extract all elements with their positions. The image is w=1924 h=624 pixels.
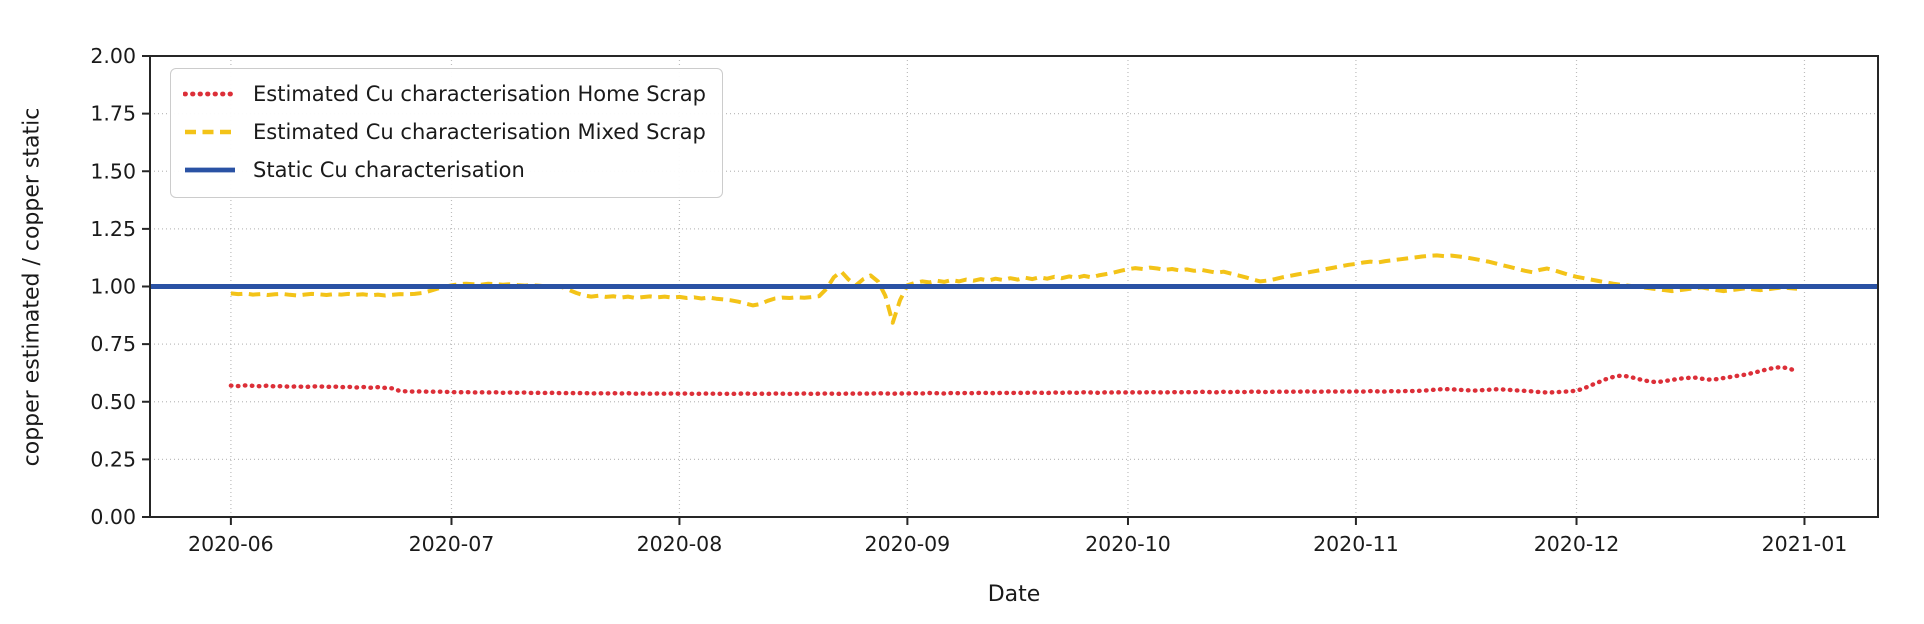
- y-tick-label: 2.00: [90, 44, 136, 68]
- x-axis-title: Date: [987, 582, 1041, 607]
- y-axis-title: copper estimated / copper static: [19, 107, 45, 467]
- x-tick-label: 2020-06: [188, 532, 274, 556]
- legend-label: Estimated Cu characterisation Mixed Scra…: [253, 120, 706, 144]
- y-tick-label: 1.00: [90, 275, 136, 299]
- x-tick-label: 2020-09: [865, 532, 951, 556]
- y-tick-label: 0.50: [90, 390, 136, 414]
- y-tick-label: 0.00: [90, 505, 136, 529]
- y-tick-label: 1.25: [90, 217, 136, 241]
- y-tick-label: 0.75: [90, 332, 136, 356]
- legend-line-sample-dashed: [185, 129, 235, 135]
- legend-item: Static Cu characterisation: [183, 155, 706, 185]
- series-line-estimated-cu-characterisation-mixed-scrap: [230, 253, 1798, 325]
- legend-item: Estimated Cu characterisation Home Scrap: [183, 79, 706, 109]
- x-tick-label: 2020-10: [1085, 532, 1171, 556]
- legend-label: Estimated Cu characterisation Home Scrap: [253, 82, 706, 106]
- x-tick-label: 2021-01: [1762, 532, 1848, 556]
- x-tick-label: 2020-07: [409, 532, 495, 556]
- legend-line-sample-dotted: [183, 91, 237, 97]
- y-tick-label: 1.50: [90, 159, 136, 183]
- x-tick-label: 2020-08: [637, 532, 723, 556]
- y-tick-label: 1.75: [90, 102, 136, 126]
- x-tick-label: 2020-12: [1534, 532, 1620, 556]
- legend: Estimated Cu characterisation Home Scrap…: [170, 68, 723, 198]
- y-tick-label: 0.25: [90, 447, 136, 471]
- legend-item: Estimated Cu characterisation Mixed Scra…: [183, 117, 706, 147]
- legend-label: Static Cu characterisation: [253, 158, 525, 182]
- series-line-estimated-cu-characterisation-home-scrap: [228, 365, 1800, 397]
- x-tick-label: 2020-11: [1313, 532, 1399, 556]
- legend-line-sample-solid: [185, 167, 235, 173]
